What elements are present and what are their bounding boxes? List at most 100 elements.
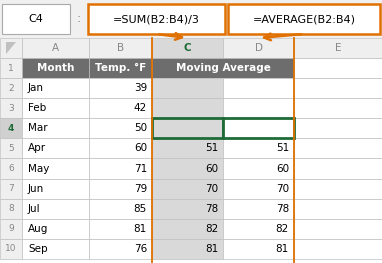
- Bar: [294, 38, 382, 58]
- Bar: [294, 118, 382, 138]
- Bar: [152, 98, 223, 118]
- Bar: [0, 58, 22, 78]
- Text: Jul: Jul: [28, 204, 40, 214]
- Bar: [0, 118, 22, 138]
- Text: A: A: [52, 43, 59, 53]
- Bar: [223, 98, 294, 118]
- Text: 82: 82: [205, 224, 218, 234]
- Bar: [223, 219, 294, 239]
- Text: B: B: [117, 43, 124, 53]
- Bar: [0, 138, 22, 159]
- Bar: [89, 219, 152, 239]
- Text: 44: 44: [205, 123, 218, 133]
- Text: 2: 2: [8, 84, 14, 93]
- Text: Apr: Apr: [28, 143, 46, 153]
- Text: 51: 51: [205, 143, 218, 153]
- Bar: [22, 199, 89, 219]
- Bar: [223, 138, 294, 159]
- Bar: [152, 58, 294, 78]
- Bar: [88, 4, 225, 34]
- Text: Jan: Jan: [28, 83, 44, 93]
- Text: :: :: [77, 13, 81, 26]
- Text: 81: 81: [205, 244, 218, 254]
- Bar: [294, 78, 382, 98]
- Text: 71: 71: [134, 164, 147, 174]
- Bar: [89, 38, 152, 58]
- Bar: [0, 0, 382, 38]
- Bar: [89, 239, 152, 259]
- Bar: [0, 199, 22, 219]
- Text: 85: 85: [134, 204, 147, 214]
- Text: 81: 81: [134, 224, 147, 234]
- Bar: [89, 138, 152, 159]
- Text: Month: Month: [37, 63, 74, 73]
- Bar: [223, 159, 294, 179]
- Bar: [223, 199, 294, 219]
- Text: Moving Average: Moving Average: [176, 63, 270, 73]
- Text: Mar: Mar: [28, 123, 48, 133]
- Text: 60: 60: [134, 143, 147, 153]
- Bar: [0, 239, 22, 259]
- Text: Aug: Aug: [28, 224, 49, 234]
- Text: Jun: Jun: [28, 184, 44, 194]
- Text: 6: 6: [8, 164, 14, 173]
- Bar: [223, 239, 294, 259]
- Bar: [294, 239, 382, 259]
- Text: Temp. °F: Temp. °F: [95, 63, 146, 73]
- Bar: [89, 98, 152, 118]
- Text: =AVERAGE(B2:B4): =AVERAGE(B2:B4): [253, 14, 356, 24]
- Bar: [152, 38, 223, 58]
- Bar: [223, 38, 294, 58]
- Bar: [294, 98, 382, 118]
- Text: 44: 44: [276, 123, 289, 133]
- Text: 3: 3: [8, 104, 14, 113]
- Bar: [22, 239, 89, 259]
- Bar: [89, 118, 152, 138]
- Polygon shape: [6, 42, 16, 54]
- Bar: [152, 138, 223, 159]
- Text: May: May: [28, 164, 49, 174]
- Text: 70: 70: [276, 184, 289, 194]
- Bar: [152, 159, 223, 179]
- Text: C4: C4: [29, 14, 44, 24]
- Bar: [152, 219, 223, 239]
- Text: 50: 50: [134, 123, 147, 133]
- Bar: [152, 78, 223, 98]
- Text: 4: 4: [8, 124, 14, 133]
- Bar: [0, 38, 22, 58]
- Text: 70: 70: [205, 184, 218, 194]
- Text: 82: 82: [276, 224, 289, 234]
- Text: =SUM(B2:B4)/3: =SUM(B2:B4)/3: [113, 14, 200, 24]
- Bar: [22, 138, 89, 159]
- Bar: [22, 78, 89, 98]
- Text: C: C: [184, 43, 191, 53]
- Bar: [89, 199, 152, 219]
- Bar: [0, 98, 22, 118]
- Bar: [22, 98, 89, 118]
- Bar: [152, 179, 223, 199]
- Bar: [152, 199, 223, 219]
- Text: 42: 42: [134, 103, 147, 113]
- Bar: [0, 179, 22, 199]
- Bar: [294, 179, 382, 199]
- Bar: [22, 219, 89, 239]
- Text: Feb: Feb: [28, 103, 46, 113]
- Bar: [22, 159, 89, 179]
- Bar: [22, 179, 89, 199]
- Text: 7: 7: [8, 184, 14, 193]
- Text: Sep: Sep: [28, 244, 48, 254]
- Text: D: D: [254, 43, 262, 53]
- Bar: [22, 118, 89, 138]
- Text: 78: 78: [276, 204, 289, 214]
- Text: 79: 79: [134, 184, 147, 194]
- Text: 1: 1: [8, 64, 14, 73]
- Bar: [0, 78, 22, 98]
- Text: 10: 10: [5, 244, 17, 254]
- Text: 81: 81: [276, 244, 289, 254]
- Bar: [89, 179, 152, 199]
- Bar: [223, 78, 294, 98]
- Text: 39: 39: [134, 83, 147, 93]
- Bar: [294, 159, 382, 179]
- Bar: [152, 239, 223, 259]
- Text: 9: 9: [8, 224, 14, 233]
